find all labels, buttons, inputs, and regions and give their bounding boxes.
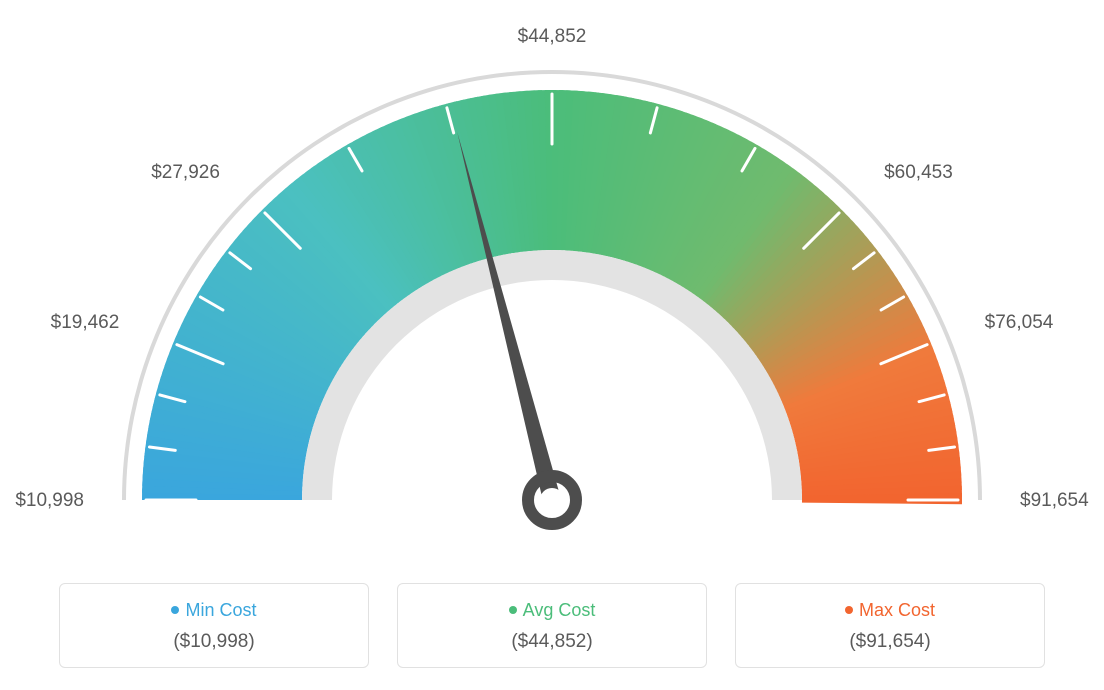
legend-card-max: Max Cost ($91,654) (735, 583, 1045, 668)
gauge-svg (42, 20, 1062, 560)
gauge-tick-label: $76,054 (985, 312, 1054, 334)
gauge-tick-label: $44,852 (518, 26, 587, 48)
gauge-tick-label: $27,926 (151, 162, 220, 184)
legend-card-avg: Avg Cost ($44,852) (397, 583, 707, 668)
gauge-tick-label: $60,453 (884, 162, 953, 184)
legend-label-text: Min Cost (185, 600, 256, 620)
dot-icon (509, 606, 517, 614)
legend-label-text: Max Cost (859, 600, 935, 620)
gauge-hub-inner (540, 488, 564, 512)
legend-title-min: Min Cost (70, 600, 358, 621)
gauge-tick-label: $19,462 (51, 312, 120, 334)
gauge-tick-label: $91,654 (1020, 490, 1089, 512)
legend-card-min: Min Cost ($10,998) (59, 583, 369, 668)
gauge-band (142, 90, 962, 504)
gauge-chart: $10,998 $19,462 $27,926 $44,852 $60,453 $76,0… (0, 0, 1104, 550)
gauge-tick-label: $10,998 (15, 490, 84, 512)
dot-icon (845, 606, 853, 614)
dot-icon (171, 606, 179, 614)
legend-value-max: ($91,654) (746, 631, 1034, 653)
legend-title-max: Max Cost (746, 600, 1034, 621)
legend-title-avg: Avg Cost (408, 600, 696, 621)
legend-value-min: ($10,998) (70, 631, 358, 653)
legend-value-avg: ($44,852) (408, 631, 696, 653)
legend-row: Min Cost ($10,998) Avg Cost ($44,852) Max Co… (0, 583, 1104, 668)
legend-label-text: Avg Cost (523, 600, 596, 620)
